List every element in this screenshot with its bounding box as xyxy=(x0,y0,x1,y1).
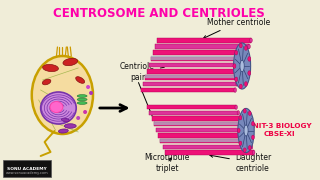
Ellipse shape xyxy=(43,64,59,72)
Text: UNIT-3 BIOLOGY
CBSE-XI: UNIT-3 BIOLOGY CBSE-XI xyxy=(247,123,312,136)
Ellipse shape xyxy=(244,57,246,61)
Polygon shape xyxy=(154,122,243,126)
Polygon shape xyxy=(149,63,243,68)
Ellipse shape xyxy=(77,102,87,104)
Ellipse shape xyxy=(235,77,238,82)
Ellipse shape xyxy=(248,145,251,150)
Polygon shape xyxy=(158,133,247,138)
Ellipse shape xyxy=(243,109,246,113)
Ellipse shape xyxy=(64,124,76,128)
Ellipse shape xyxy=(239,116,242,121)
Ellipse shape xyxy=(235,50,238,55)
Polygon shape xyxy=(141,88,235,92)
Ellipse shape xyxy=(59,129,68,133)
Ellipse shape xyxy=(252,150,255,155)
Ellipse shape xyxy=(41,92,76,124)
Ellipse shape xyxy=(42,79,51,85)
Text: Microtubule
triplet: Microtubule triplet xyxy=(144,153,190,173)
Ellipse shape xyxy=(252,122,254,126)
Polygon shape xyxy=(153,50,247,55)
Ellipse shape xyxy=(248,139,251,143)
Ellipse shape xyxy=(248,111,251,116)
Polygon shape xyxy=(154,122,243,125)
Polygon shape xyxy=(151,57,245,61)
Ellipse shape xyxy=(252,135,254,140)
Polygon shape xyxy=(156,128,245,132)
Ellipse shape xyxy=(248,71,251,75)
Polygon shape xyxy=(149,111,238,115)
Polygon shape xyxy=(143,82,237,86)
Ellipse shape xyxy=(239,84,242,89)
Ellipse shape xyxy=(77,95,87,97)
Ellipse shape xyxy=(234,88,236,92)
Polygon shape xyxy=(160,139,249,143)
Ellipse shape xyxy=(76,116,80,120)
Ellipse shape xyxy=(250,38,252,42)
FancyBboxPatch shape xyxy=(3,160,51,177)
Ellipse shape xyxy=(89,91,93,95)
Ellipse shape xyxy=(246,133,248,138)
Ellipse shape xyxy=(63,58,77,66)
Ellipse shape xyxy=(242,63,244,68)
Polygon shape xyxy=(157,38,251,42)
Text: www.sonuacademy.com: www.sonuacademy.com xyxy=(5,171,48,175)
Text: SONU ACADEMY: SONU ACADEMY xyxy=(7,166,47,170)
Polygon shape xyxy=(155,44,249,49)
Ellipse shape xyxy=(237,128,240,133)
Ellipse shape xyxy=(240,60,244,72)
Ellipse shape xyxy=(234,43,251,89)
Polygon shape xyxy=(151,57,245,60)
Ellipse shape xyxy=(239,141,242,145)
Ellipse shape xyxy=(243,148,246,152)
Polygon shape xyxy=(160,139,249,142)
Ellipse shape xyxy=(77,98,87,101)
Polygon shape xyxy=(152,116,241,121)
Text: CENTROSOME AND CENTRIOLES: CENTROSOME AND CENTRIOLES xyxy=(53,7,265,20)
Text: Mother centriole: Mother centriole xyxy=(204,17,270,39)
Ellipse shape xyxy=(237,111,240,115)
Ellipse shape xyxy=(244,128,246,132)
Ellipse shape xyxy=(50,102,63,112)
Ellipse shape xyxy=(244,46,247,50)
Polygon shape xyxy=(147,69,241,74)
Polygon shape xyxy=(147,105,236,109)
Ellipse shape xyxy=(239,43,242,48)
Ellipse shape xyxy=(83,110,87,114)
Ellipse shape xyxy=(238,108,254,153)
Text: Centriole
pair: Centriole pair xyxy=(120,62,164,82)
Polygon shape xyxy=(145,75,239,80)
Ellipse shape xyxy=(238,75,240,80)
Ellipse shape xyxy=(248,57,251,61)
Ellipse shape xyxy=(235,105,237,109)
Ellipse shape xyxy=(242,122,244,126)
Ellipse shape xyxy=(244,82,247,86)
Ellipse shape xyxy=(250,145,253,149)
Ellipse shape xyxy=(248,44,250,49)
Ellipse shape xyxy=(76,77,84,83)
Ellipse shape xyxy=(32,56,93,134)
Ellipse shape xyxy=(61,118,69,122)
Text: Daughter
centriole: Daughter centriole xyxy=(210,153,271,173)
Polygon shape xyxy=(163,145,252,149)
Ellipse shape xyxy=(240,69,243,74)
Ellipse shape xyxy=(86,85,90,89)
Ellipse shape xyxy=(233,64,236,68)
Ellipse shape xyxy=(236,82,238,86)
Ellipse shape xyxy=(244,125,248,136)
Polygon shape xyxy=(165,150,254,155)
Polygon shape xyxy=(146,75,239,78)
Ellipse shape xyxy=(239,116,242,120)
Ellipse shape xyxy=(246,50,248,55)
